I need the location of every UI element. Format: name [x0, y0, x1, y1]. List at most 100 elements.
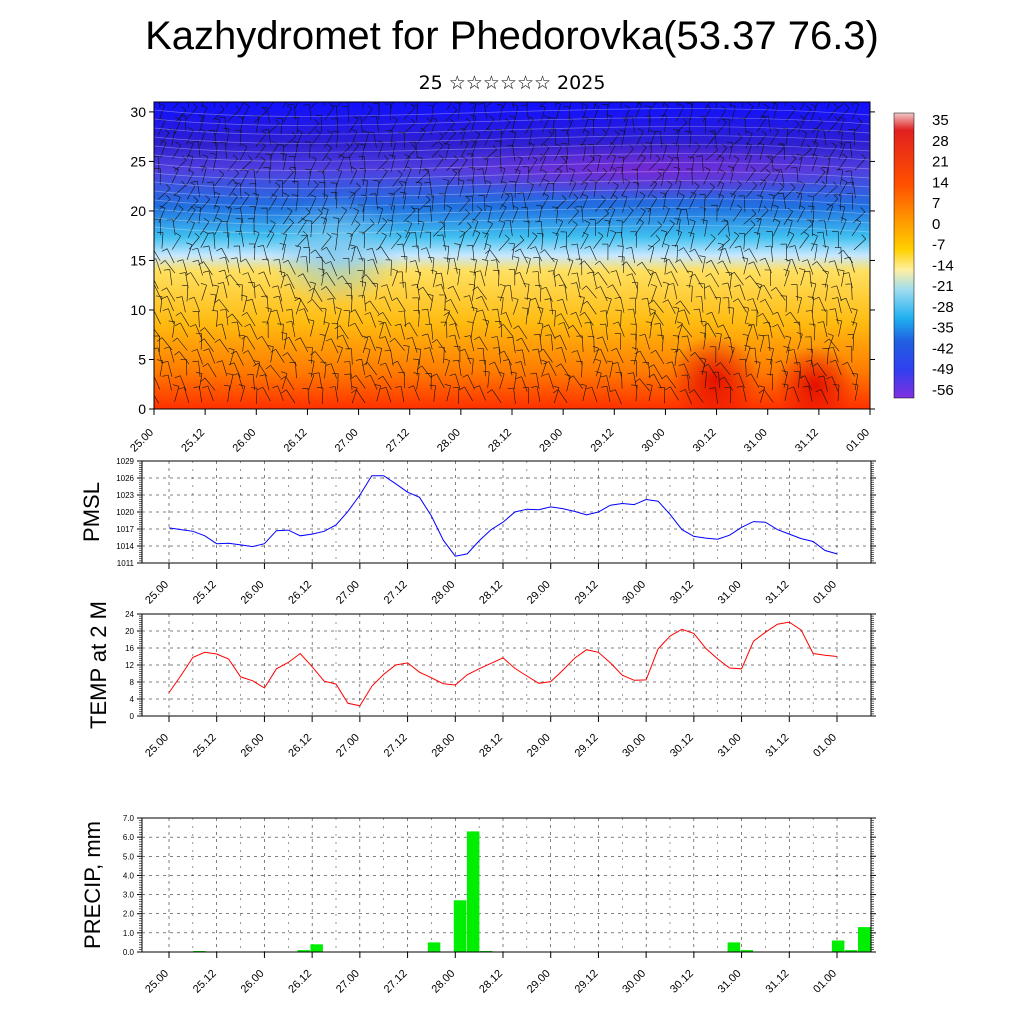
wind-barb-feather — [443, 257, 450, 259]
wind-barb — [431, 105, 434, 122]
wind-barb — [526, 284, 530, 301]
wind-barb-feather — [464, 335, 471, 338]
wind-barb-feather — [426, 117, 432, 123]
wind-barb-feather — [471, 306, 478, 310]
wind-barb — [525, 119, 534, 134]
wind-barb-feather — [657, 334, 664, 336]
wind-barb-feather — [380, 386, 387, 390]
wind-barb — [400, 386, 405, 403]
wind-barb-feather — [379, 322, 386, 325]
wind-barb — [744, 195, 746, 212]
wind-barb — [688, 194, 697, 210]
wind-barb — [684, 309, 690, 325]
wind-barb-feather — [694, 182, 700, 187]
wind-barb — [836, 285, 842, 302]
wind-barb — [820, 389, 829, 405]
wind-barb-feather — [757, 313, 763, 317]
wind-barb — [693, 389, 704, 403]
x-tick-label: 01.00 — [844, 427, 872, 455]
wind-barb — [617, 362, 623, 378]
wind-barb — [370, 374, 378, 390]
wind-barb — [554, 233, 559, 250]
wind-barb-feather — [225, 206, 232, 209]
wind-barb-feather — [400, 191, 407, 194]
wind-barb-feather — [349, 191, 356, 194]
wind-barb-feather — [174, 322, 181, 327]
wind-barb — [647, 239, 661, 251]
wind-barb-feather — [470, 258, 477, 261]
wind-barb — [745, 133, 753, 149]
wind-barb-feather — [213, 204, 220, 208]
wind-barb — [459, 232, 466, 248]
wind-barb-feather — [644, 105, 651, 107]
wind-barb-feather — [351, 166, 358, 170]
wind-barb-feather — [492, 144, 498, 150]
wind-barb-feather — [156, 359, 163, 362]
x-tick-label: 29.12 — [588, 427, 616, 455]
wind-barb-feather — [227, 373, 234, 375]
wind-barb — [607, 102, 611, 108]
x-tick-label: 31.00 — [716, 732, 744, 760]
wind-barb-feather — [802, 385, 809, 388]
wind-barb-feather — [310, 156, 317, 160]
wind-barb-feather — [491, 336, 498, 338]
wind-barb — [172, 219, 176, 236]
wind-barb-feather — [647, 269, 654, 272]
wind-barb-feather — [790, 167, 797, 169]
wind-barb — [201, 285, 207, 301]
wind-barb-feather — [838, 269, 845, 272]
wind-barb — [535, 246, 542, 262]
wind-barb — [512, 145, 516, 162]
wind-barb — [365, 274, 377, 288]
wind-barb — [239, 146, 248, 162]
wind-barb-feather — [735, 92, 741, 93]
wind-barb — [641, 262, 652, 276]
wind-barb — [539, 147, 550, 162]
wind-barb-feather — [813, 296, 820, 300]
wind-barb-feather — [627, 308, 634, 311]
wind-barb — [166, 287, 176, 302]
wind-barb — [540, 195, 549, 211]
wind-barb — [759, 181, 767, 197]
x-tick-label: 26.00 — [239, 968, 267, 996]
wind-barb-feather — [159, 205, 166, 209]
wind-barb-feather — [488, 361, 495, 365]
wind-barb-feather — [353, 115, 359, 120]
wind-barb-feather — [552, 90, 558, 91]
x-tick-label: 01.00 — [811, 579, 839, 607]
wind-barb — [214, 220, 222, 236]
wind-barb-feather — [379, 362, 386, 366]
wind-barb — [511, 117, 516, 134]
wind-barb — [433, 224, 445, 237]
wind-barb — [732, 208, 743, 222]
wind-barb — [654, 312, 664, 326]
x-tick-label: 28.12 — [477, 968, 505, 996]
wind-barb-feather — [772, 324, 778, 328]
wind-barb — [164, 260, 176, 274]
wind-barb-feather — [414, 348, 421, 350]
wind-barb — [753, 261, 761, 277]
wind-barb-feather — [568, 168, 575, 171]
wind-barb — [772, 102, 776, 110]
wind-barb — [342, 275, 352, 290]
wind-barb-feather — [373, 180, 380, 182]
wind-barb — [321, 335, 326, 352]
wind-barb — [369, 312, 376, 328]
wind-barb — [268, 129, 271, 146]
wind-barb-feather — [272, 93, 277, 96]
y-tick-label: 25 — [130, 153, 146, 169]
wind-barb-feather — [216, 360, 223, 363]
wind-barb-feather — [353, 207, 359, 212]
wind-barb — [648, 362, 651, 379]
wind-barb — [195, 324, 203, 340]
wind-barb — [175, 110, 187, 123]
wind-barb-feather — [743, 248, 750, 252]
wind-barb-feather — [285, 309, 292, 311]
wind-barb-feather — [717, 193, 724, 197]
wind-barb-feather — [343, 156, 350, 159]
wind-barb — [544, 249, 555, 263]
wind-barb — [616, 348, 624, 364]
wind-barb-feather — [644, 207, 651, 209]
wind-barb — [412, 337, 418, 353]
